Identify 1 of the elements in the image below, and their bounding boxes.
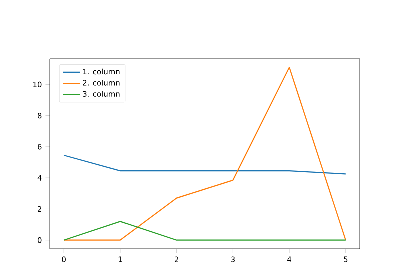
line-series — [64, 67, 346, 241]
